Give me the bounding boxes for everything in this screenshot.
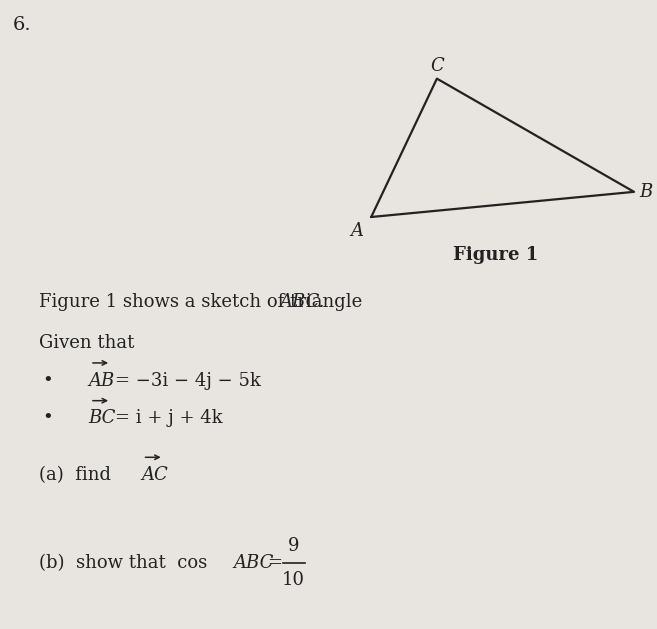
Text: =: = [267,554,283,572]
Text: Figure 1: Figure 1 [453,246,539,264]
Text: •: • [43,372,53,389]
Text: AC: AC [141,466,168,484]
Text: B: B [639,183,652,201]
Text: C: C [430,57,443,75]
Text: = i + j + 4k: = i + j + 4k [115,409,223,427]
Text: 10: 10 [282,571,306,589]
Text: AB: AB [89,372,115,389]
Text: BC: BC [89,409,116,427]
Text: ABC.: ABC. [279,293,325,311]
Text: Figure 1 shows a sketch of triangle: Figure 1 shows a sketch of triangle [39,293,369,311]
Text: Given that: Given that [39,334,135,352]
Text: (b)  show that  cos: (b) show that cos [39,554,214,572]
Text: 6.: 6. [13,16,32,34]
Text: (a)  find: (a) find [39,466,117,484]
Text: •: • [43,409,53,427]
Text: = −3i − 4j − 5k: = −3i − 4j − 5k [115,372,261,389]
Text: 9: 9 [288,537,300,555]
Text: A: A [350,222,363,240]
Text: ABC: ABC [233,554,273,572]
